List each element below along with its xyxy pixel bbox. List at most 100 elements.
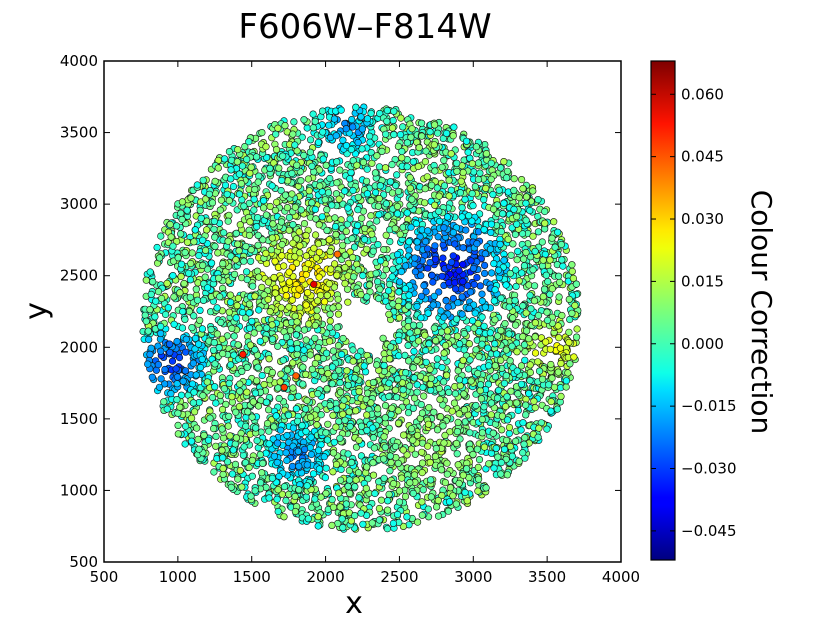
data-point xyxy=(252,424,260,432)
data-point xyxy=(280,262,288,270)
data-point xyxy=(380,361,388,370)
data-point xyxy=(351,374,359,382)
data-point xyxy=(330,438,338,446)
data-point xyxy=(463,137,471,145)
data-point xyxy=(500,379,509,388)
data-point xyxy=(307,413,315,421)
data-point xyxy=(265,427,273,435)
data-point xyxy=(457,177,465,185)
data-point xyxy=(391,386,400,394)
data-point xyxy=(418,459,427,467)
data-point xyxy=(333,271,341,279)
data-point xyxy=(303,124,311,132)
data-point xyxy=(174,409,182,417)
data-point xyxy=(485,460,493,468)
data-point xyxy=(460,390,468,398)
data-point xyxy=(197,214,205,222)
data-point xyxy=(260,380,268,389)
data-point xyxy=(237,180,245,188)
data-point xyxy=(493,394,502,402)
data-point xyxy=(377,496,386,504)
data-point xyxy=(335,366,343,374)
data-point xyxy=(169,272,177,280)
data-point xyxy=(264,278,273,286)
data-point xyxy=(336,388,345,396)
data-point xyxy=(555,293,563,301)
data-point xyxy=(503,167,512,175)
data-point xyxy=(401,492,410,501)
data-point xyxy=(363,115,372,123)
data-point xyxy=(517,176,526,184)
data-point xyxy=(273,495,281,503)
data-point xyxy=(207,325,215,334)
data-point xyxy=(344,482,352,491)
data-point xyxy=(297,177,305,185)
data-point xyxy=(324,189,333,197)
data-point xyxy=(203,378,211,386)
data-point xyxy=(421,199,429,207)
data-point xyxy=(517,426,525,434)
data-point xyxy=(556,344,565,352)
data-point xyxy=(453,450,461,458)
data-point xyxy=(534,358,542,366)
data-point xyxy=(388,189,397,197)
data-point xyxy=(374,241,382,249)
data-point xyxy=(288,169,296,178)
data-point xyxy=(476,387,484,395)
data-point xyxy=(459,260,467,269)
data-point xyxy=(319,107,327,115)
data-point xyxy=(424,309,432,317)
data-point xyxy=(480,196,488,204)
data-point xyxy=(515,457,523,465)
data-point xyxy=(311,117,319,125)
data-point xyxy=(459,244,467,252)
data-point xyxy=(337,106,345,114)
data-point xyxy=(502,346,511,354)
data-point xyxy=(228,393,236,401)
data-point xyxy=(321,474,330,482)
data-point xyxy=(173,373,182,381)
data-point xyxy=(291,492,299,501)
data-point xyxy=(291,203,299,211)
data-point xyxy=(511,437,520,445)
data-point xyxy=(253,267,261,275)
data-point xyxy=(326,247,334,256)
data-point xyxy=(455,479,463,488)
data-point xyxy=(529,232,537,240)
data-point xyxy=(413,327,422,336)
data-point xyxy=(146,350,154,359)
data-point xyxy=(332,460,341,469)
data-point xyxy=(341,263,349,272)
data-point xyxy=(320,453,328,461)
data-point xyxy=(326,317,334,325)
data-point xyxy=(475,475,483,483)
data-point xyxy=(410,347,418,356)
data-point xyxy=(337,476,345,484)
data-point xyxy=(372,188,380,197)
data-point xyxy=(288,296,296,304)
data-point xyxy=(243,363,251,372)
data-point xyxy=(183,238,192,246)
data-point xyxy=(195,340,203,348)
data-point xyxy=(274,124,282,132)
data-point xyxy=(176,289,184,297)
data-point xyxy=(220,229,228,237)
data-point xyxy=(453,332,462,340)
data-point xyxy=(307,433,315,441)
data-point xyxy=(413,381,421,389)
data-point xyxy=(405,246,413,254)
data-point xyxy=(450,399,459,407)
data-point xyxy=(431,255,440,263)
data-point xyxy=(224,422,232,430)
data-point xyxy=(458,310,466,318)
data-point xyxy=(324,420,332,428)
data-point xyxy=(225,148,233,156)
data-point xyxy=(199,392,207,400)
data-point xyxy=(235,170,243,178)
data-point xyxy=(334,342,343,350)
data-point xyxy=(497,326,505,335)
data-point xyxy=(386,355,394,363)
data-point xyxy=(250,206,258,214)
data-point xyxy=(550,218,558,226)
data-point xyxy=(204,284,212,292)
